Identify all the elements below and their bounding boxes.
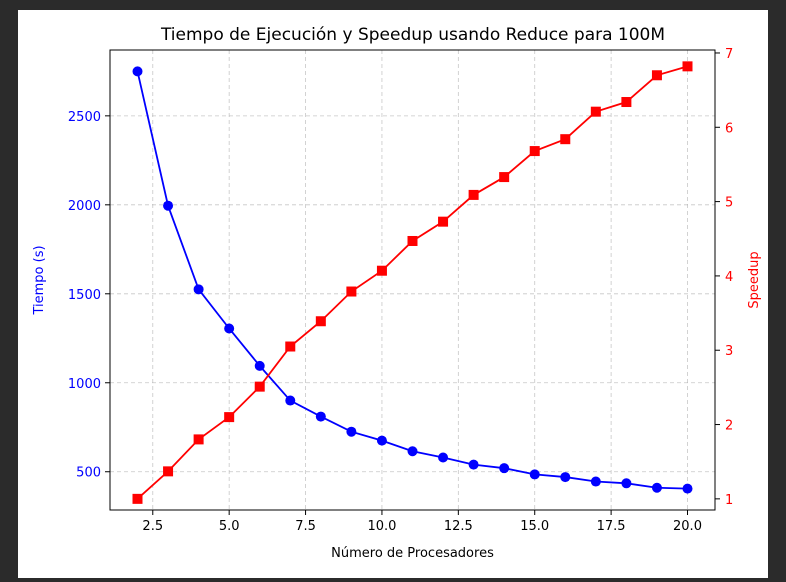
y-right-tick-label: 5: [725, 196, 733, 211]
data-point-left: [315, 411, 326, 422]
data-point-right: [682, 61, 693, 72]
chart-figure: Tiempo de Ejecución y Speedup usando Red…: [18, 10, 768, 578]
data-point-right: [315, 316, 326, 327]
data-point-left: [224, 323, 235, 334]
y-right-tick-label: 2: [725, 419, 733, 434]
data-point-right: [224, 412, 235, 423]
data-point-right: [163, 466, 174, 477]
data-point-left: [499, 463, 510, 474]
data-point-right: [468, 189, 479, 200]
data-point-right: [346, 286, 357, 297]
series-right: [132, 61, 693, 504]
data-point-left: [621, 478, 632, 489]
y-right-tick-label: 3: [725, 344, 733, 359]
data-point-right: [376, 265, 387, 276]
data-point-left: [682, 483, 693, 494]
y-left-tick-label: 1000: [68, 377, 101, 392]
data-point-left: [407, 446, 418, 457]
series-layer: [132, 61, 693, 504]
data-point-left: [376, 435, 387, 446]
data-point-right: [254, 381, 265, 392]
axes-layer: 2.5 5.0 7.5 10.0 12.5 15.0 17.5 20.0 500 1000 1500…: [68, 47, 733, 534]
data-point-right: [132, 493, 143, 504]
y-right-tick-label: 1: [725, 493, 733, 508]
data-point-left: [438, 452, 449, 463]
data-point-left: [285, 395, 296, 406]
data-point-left: [560, 472, 571, 483]
y-left-tick-label: 1500: [68, 288, 101, 303]
x-tick-label: 7.5: [295, 519, 316, 534]
data-point-left: [346, 426, 357, 437]
x-tick-label: 20.0: [673, 519, 702, 534]
data-point-right: [560, 134, 571, 145]
data-point-right: [499, 172, 510, 183]
x-tick-label: 15.0: [520, 519, 549, 534]
data-point-right: [529, 146, 540, 157]
x-tick-label: 17.5: [597, 519, 626, 534]
data-point-left: [651, 482, 662, 493]
data-point-right: [193, 434, 204, 445]
series-line-right: [136, 65, 688, 500]
x-axis-label: Número de Procesadores: [331, 546, 494, 561]
data-point-right: [651, 70, 662, 81]
data-point-right: [621, 97, 632, 108]
y-left-tick-label: 2500: [68, 110, 101, 125]
y-right-tick-label: 6: [725, 121, 733, 136]
x-tick-label: 5.0: [219, 519, 240, 534]
data-point-left: [529, 469, 540, 480]
series-line-left: [136, 71, 688, 490]
y-axis-left-label: Tiempo (s): [32, 245, 47, 315]
data-point-right: [285, 341, 296, 352]
data-point-left: [254, 360, 265, 371]
chart-title: Tiempo de Ejecución y Speedup usando Red…: [160, 25, 665, 45]
plot-frame: [109, 49, 716, 511]
data-point-right: [407, 235, 418, 246]
data-point-right: [590, 106, 601, 117]
y-axis-right-label: Speedup: [747, 251, 762, 308]
data-point-right: [438, 216, 449, 227]
grid-lines: [110, 50, 715, 510]
y-left-tick-label: 500: [76, 466, 101, 481]
y-right-tick-label: 7: [725, 47, 733, 62]
x-tick-label: 12.5: [444, 519, 473, 534]
dual-axis-line-chart: Tiempo de Ejecución y Speedup usando Red…: [32, 25, 762, 561]
data-point-left: [193, 284, 204, 295]
data-point-left: [163, 200, 174, 211]
series-left: [132, 66, 693, 494]
y-left-tick-label: 2000: [68, 199, 101, 214]
y-right-tick-label: 4: [725, 270, 733, 285]
x-tick-label: 10.0: [367, 519, 396, 534]
x-tick-label: 2.5: [142, 519, 163, 534]
data-point-left: [590, 476, 601, 487]
data-point-left: [132, 66, 143, 77]
data-point-left: [468, 459, 479, 470]
